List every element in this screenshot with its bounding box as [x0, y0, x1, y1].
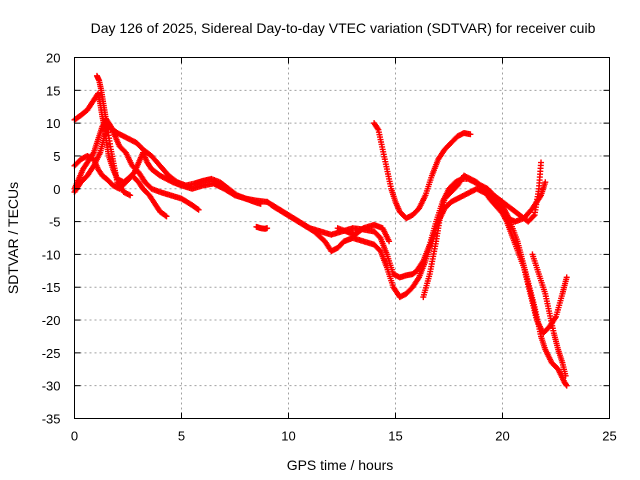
x-tick-label: 15 — [388, 429, 402, 444]
y-tick-label: 10 — [46, 116, 60, 131]
plot-frame — [74, 57, 610, 419]
y-tick-label: -30 — [42, 379, 61, 394]
data-point — [162, 212, 169, 219]
y-tick-label: -10 — [42, 247, 61, 262]
y-tick-label: 5 — [53, 149, 60, 164]
data-point — [163, 213, 170, 220]
data-point — [542, 179, 549, 186]
y-tick-label: -5 — [49, 215, 61, 230]
y-tick-label: -20 — [42, 313, 61, 328]
series-track-13 — [529, 251, 569, 379]
data-point — [257, 200, 264, 207]
x-tick-label: 0 — [71, 429, 78, 444]
data-point — [530, 213, 537, 220]
y-tick-label: -35 — [42, 412, 61, 427]
x-tick-label: 10 — [281, 429, 295, 444]
x-tick-label: 5 — [178, 429, 185, 444]
y-axis-label: SDTVAR / TECUs — [5, 182, 21, 294]
y-tick-label: 15 — [46, 83, 60, 98]
data-point — [195, 206, 202, 213]
data-point — [386, 238, 393, 245]
data-point — [467, 131, 474, 138]
y-tick-label: 20 — [46, 51, 60, 66]
axis-ticks: 0 5 10 15 20 25 20 15 10 5 0 -5 -10 -15 -20 -25 -30 -35 — [42, 51, 617, 444]
series-track-9 — [334, 221, 393, 245]
grid-lines — [74, 57, 610, 419]
x-tick-label: 25 — [602, 429, 616, 444]
chart-title: Day 126 of 2025, Sidereal Day-to-day VTE… — [91, 20, 596, 36]
y-tick-label: -25 — [42, 346, 61, 361]
y-tick-label: 0 — [53, 182, 60, 197]
x-tick-label: 20 — [495, 429, 509, 444]
data-point — [563, 274, 570, 281]
data-points — [71, 72, 570, 389]
series-track-10 — [371, 120, 474, 222]
series-track-5 — [71, 123, 264, 207]
data-point — [264, 225, 271, 232]
data-point — [562, 372, 569, 379]
x-axis-label: GPS time / hours — [287, 457, 394, 473]
data-point — [538, 159, 545, 166]
data-point — [562, 381, 569, 388]
series-track-6 — [253, 223, 271, 232]
data-point — [563, 382, 570, 389]
data-point — [194, 206, 201, 213]
y-tick-label: -15 — [42, 280, 61, 295]
data-point — [127, 192, 134, 199]
